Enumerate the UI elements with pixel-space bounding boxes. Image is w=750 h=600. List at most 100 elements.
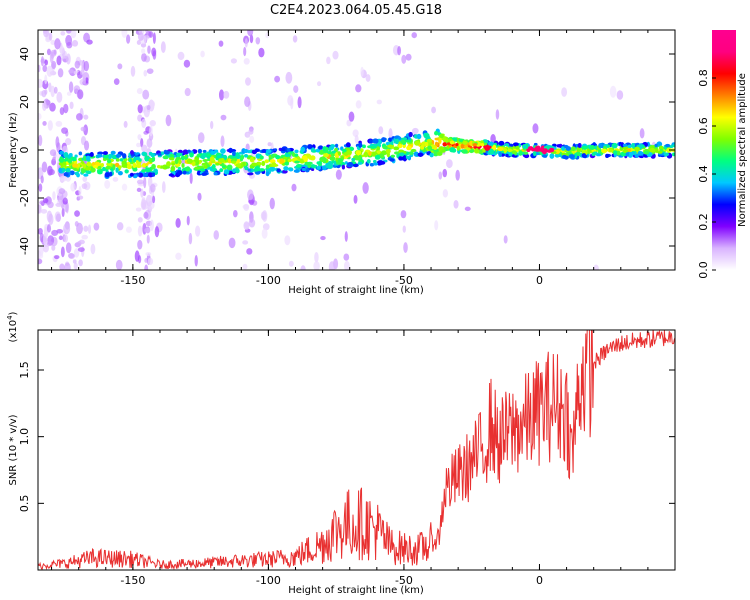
heatmap-cell — [55, 136, 60, 149]
heatmap-cell — [405, 151, 410, 156]
heatmap-cell — [154, 226, 160, 238]
heatmap-cell — [436, 151, 443, 156]
heatmap-cell — [44, 74, 48, 85]
heatmap-cell — [98, 166, 102, 170]
heatmap-cell — [307, 144, 313, 150]
heatmap-cell — [518, 150, 523, 156]
heatmap-cell — [78, 259, 83, 267]
heatmap-cell — [247, 30, 254, 37]
heatmap-cell — [132, 174, 138, 179]
heatmap-cell — [211, 163, 216, 170]
heatmap-cell — [581, 145, 588, 150]
heatmap-cell — [406, 145, 412, 151]
heatmap-cell — [156, 164, 161, 169]
y-tick-label: -20 — [18, 189, 31, 207]
heatmap-cell — [235, 152, 240, 157]
heatmap-cell — [74, 154, 78, 158]
heatmap-cell — [355, 84, 362, 93]
heatmap-cell — [556, 144, 561, 148]
heatmap-cell — [358, 142, 363, 148]
heatmap-cell — [66, 91, 72, 96]
heatmap-cell — [187, 149, 191, 153]
heatmap-cell — [532, 123, 539, 134]
heatmap-cell — [249, 135, 255, 144]
heatmap-cell — [50, 85, 55, 98]
heatmap-cell — [542, 148, 548, 153]
heatmap-cell — [59, 175, 67, 182]
heatmap-cell — [601, 148, 608, 154]
heatmap-cell — [46, 48, 51, 56]
heatmap-cell — [620, 151, 627, 157]
heatmap-cell — [369, 139, 373, 144]
heatmap-cell — [42, 233, 48, 245]
heatmap-cell — [38, 113, 42, 120]
heatmap-cell — [62, 161, 67, 166]
heatmap-cell — [105, 165, 112, 170]
heatmap-cell — [303, 156, 308, 163]
heatmap-cell — [46, 65, 53, 77]
heatmap-cell — [161, 181, 166, 194]
heatmap-cell — [137, 104, 143, 114]
heatmap-cell — [74, 60, 81, 69]
heatmap-cell — [194, 255, 198, 267]
heatmap-cell — [43, 30, 50, 38]
heatmap-cell — [102, 151, 109, 155]
heatmap-cell — [549, 153, 555, 159]
heatmap-cell — [151, 163, 156, 170]
heatmap-cell — [97, 151, 104, 155]
snr-x-axis-label: Height of straight line (km) — [288, 585, 424, 596]
heatmap-cell — [70, 30, 77, 39]
heatmap-cell — [313, 261, 320, 270]
heatmap-cell — [112, 164, 116, 170]
heatmap-cell — [63, 50, 67, 59]
heatmap-cell — [89, 167, 96, 173]
heatmap-cell — [38, 183, 43, 192]
heatmap-cell — [175, 152, 183, 157]
heatmap-cell — [77, 247, 85, 252]
heatmap-cell — [71, 156, 77, 162]
heatmap-cell — [144, 264, 149, 270]
heatmap-cell — [245, 77, 251, 86]
heatmap-cell — [286, 148, 291, 152]
snr-panel: -150 -100 -50 0 0.5 1.0 1.5 Height of straight… — [6, 311, 676, 596]
heatmap-cell — [112, 176, 119, 182]
heatmap-cell — [334, 143, 339, 148]
x-tick-label: -50 — [395, 274, 413, 287]
heatmap-cell — [197, 148, 203, 154]
heatmap-cell — [320, 236, 326, 241]
heatmap-cell — [424, 141, 429, 147]
heatmap-cell — [116, 222, 124, 231]
heatmap-cell — [232, 151, 236, 157]
heatmap-cell — [84, 140, 90, 151]
heatmap-cell — [410, 148, 417, 153]
heatmap-cell — [92, 164, 98, 169]
heatmap-cell — [62, 197, 68, 205]
heatmap-cell — [492, 144, 497, 151]
heatmap-cell — [227, 158, 232, 164]
heatmap-cell — [446, 159, 453, 169]
heatmap-cell — [322, 165, 327, 171]
heatmap-cell — [223, 169, 230, 175]
heatmap-cell — [300, 265, 306, 270]
colorbar-tick-label: 0.0 — [697, 261, 710, 279]
heatmap-cell — [622, 149, 629, 153]
x-tick-label: 0 — [536, 274, 543, 287]
heatmap-cell — [265, 164, 270, 169]
heatmap-cell — [182, 170, 187, 175]
heatmap-cell — [637, 151, 644, 156]
heatmap-cell — [346, 119, 352, 127]
heatmap-cell — [284, 235, 291, 246]
heatmap-cell — [239, 156, 244, 162]
heatmap-cell — [144, 227, 151, 234]
heatmap-cell — [63, 103, 69, 114]
heatmap-cell — [378, 126, 384, 135]
heatmap-cell — [60, 246, 65, 258]
heatmap-cell — [85, 170, 92, 175]
heatmap-cell — [63, 173, 69, 177]
colorbar-tick-label: 0.2 — [697, 213, 710, 231]
heatmap-cell — [341, 148, 347, 152]
heatmap-cell — [129, 172, 134, 177]
heatmap-cell — [66, 53, 71, 65]
heatmap-cell — [369, 145, 376, 149]
